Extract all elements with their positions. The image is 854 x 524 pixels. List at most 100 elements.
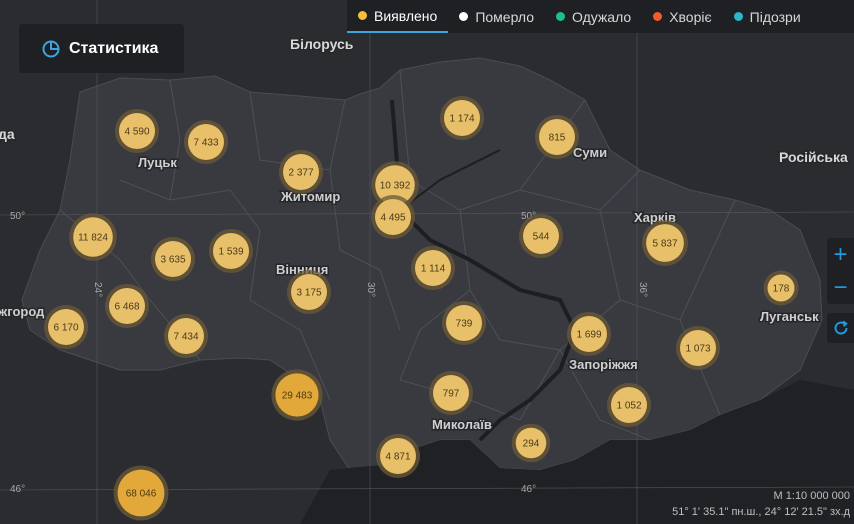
sea-area	[300, 380, 854, 524]
cluster-circle	[646, 224, 684, 262]
pie-chart-icon	[42, 40, 60, 57]
cluster-circle	[444, 100, 480, 136]
case-cluster[interactable]: 7 434	[164, 314, 208, 358]
case-cluster[interactable]: 2 377	[279, 150, 323, 194]
case-cluster[interactable]: 294	[511, 423, 551, 463]
cluster-count: 797	[443, 389, 460, 400]
refresh-icon	[834, 320, 848, 335]
legend-item-sick[interactable]: Хворіє	[642, 0, 722, 33]
zoom-in-button[interactable]: +	[833, 240, 848, 268]
city-label: Запоріжжя	[569, 357, 638, 372]
case-cluster[interactable]: 1 539	[209, 229, 253, 273]
cluster-circle	[380, 438, 416, 474]
legend-item-suspected[interactable]: Підозри	[723, 0, 812, 33]
cluster-count: 5 837	[652, 239, 677, 250]
graticule-label: 36°	[637, 282, 648, 297]
cluster-circle	[48, 309, 84, 345]
case-cluster[interactable]: 3 635	[151, 237, 195, 281]
graticule-label: 50°	[10, 211, 25, 222]
case-cluster[interactable]: 178	[763, 270, 799, 306]
legend-bar: Виявлено Померло Одужало Хворіє Підозри	[347, 0, 854, 33]
map-scale: M 1:10 000 000	[773, 490, 850, 502]
cluster-count: 7 433	[193, 138, 218, 149]
cluster-count: 6 170	[53, 323, 78, 334]
case-cluster[interactable]: 797	[429, 371, 473, 415]
legend-dot-suspected	[733, 12, 743, 21]
cluster-count: 1 073	[685, 344, 710, 355]
statistics-button[interactable]: Статистика	[19, 24, 184, 73]
case-cluster[interactable]: 7 433	[184, 120, 228, 164]
cluster-circle	[117, 469, 165, 517]
cluster-count: 68 046	[126, 489, 157, 500]
country-label: Білорусь	[290, 36, 354, 52]
cluster-circle	[155, 241, 191, 277]
case-cluster[interactable]: 6 468	[105, 284, 149, 328]
case-cluster[interactable]: 815	[535, 115, 579, 159]
cluster-count: 11 824	[78, 233, 108, 244]
city-label: Луганськ	[760, 309, 819, 324]
cluster-circle	[109, 288, 145, 324]
legend-dot-detected	[358, 11, 367, 20]
cluster-count: 739	[456, 319, 473, 330]
case-cluster[interactable]: 11 824	[69, 213, 117, 261]
cluster-circle	[73, 217, 113, 257]
cluster-count: 1 539	[218, 247, 243, 258]
case-cluster[interactable]: 29 483	[271, 369, 323, 421]
case-cluster[interactable]: 1 052	[607, 383, 651, 427]
city-label: Луцьк	[138, 155, 177, 170]
cluster-count: 7 434	[173, 332, 198, 343]
cluster-count: 6 468	[114, 302, 139, 313]
cluster-count: 10 392	[380, 181, 411, 192]
zoom-control: + −	[827, 238, 854, 304]
cluster-circle	[515, 427, 547, 459]
graticule-label: 46°	[10, 484, 25, 495]
case-cluster[interactable]: 6 170	[44, 305, 88, 349]
graticule-label: 24°	[92, 282, 103, 297]
case-cluster[interactable]: 4 590	[115, 109, 159, 153]
statistics-button-label: Статистика	[69, 39, 159, 57]
legend-item-recovered[interactable]: Одужало	[545, 0, 642, 33]
case-cluster[interactable]: 1 073	[676, 326, 720, 370]
legend-dot-deaths	[459, 12, 469, 21]
case-cluster[interactable]: 10 392	[371, 161, 419, 209]
case-cluster[interactable]: 3 175	[287, 270, 331, 314]
case-cluster[interactable]: 5 837	[642, 220, 688, 266]
case-cluster[interactable]: 1 699	[567, 312, 611, 356]
legend-item-deaths[interactable]: Померло	[448, 0, 545, 33]
case-cluster[interactable]: 4 495	[371, 195, 415, 239]
graticule-label: 30°	[365, 282, 376, 297]
cluster-count: 294	[523, 439, 540, 450]
cluster-count: 544	[533, 232, 550, 243]
cluster-circle	[523, 218, 559, 254]
region-borders	[59, 69, 736, 441]
case-cluster[interactable]: 544	[519, 214, 563, 258]
cluster-count: 178	[773, 284, 790, 295]
cluster-circle	[767, 274, 795, 302]
zoom-out-button[interactable]: −	[833, 273, 848, 301]
city-label: Суми	[573, 145, 607, 160]
case-cluster[interactable]: 68 046	[113, 465, 169, 521]
cluster-circle	[188, 124, 224, 160]
case-cluster[interactable]: 739	[442, 301, 486, 345]
cluster-count: 1 699	[576, 330, 601, 341]
legend-label-recovered: Одужало	[572, 8, 632, 25]
cluster-circle	[433, 375, 469, 411]
refresh-button[interactable]	[827, 313, 854, 343]
cluster-count: 2 377	[288, 168, 313, 179]
city-label: жгород	[0, 304, 45, 319]
cluster-circle	[275, 373, 319, 417]
legend-item-detected[interactable]: Виявлено	[347, 0, 449, 33]
legend-label-deaths: Померло	[475, 8, 535, 25]
cluster-circle	[539, 119, 575, 155]
legend-dot-recovered	[556, 12, 566, 21]
case-cluster[interactable]: 4 871	[376, 434, 420, 478]
cluster-count: 4 871	[385, 452, 410, 463]
cluster-circle	[375, 199, 411, 235]
case-cluster[interactable]: 1 174	[440, 96, 484, 140]
legend-label-detected: Виявлено	[374, 7, 438, 24]
cluster-count: 815	[549, 133, 566, 144]
case-cluster[interactable]: 1 114	[411, 246, 455, 290]
graticule-label: 50°	[521, 211, 536, 222]
cluster-circle	[291, 274, 327, 310]
